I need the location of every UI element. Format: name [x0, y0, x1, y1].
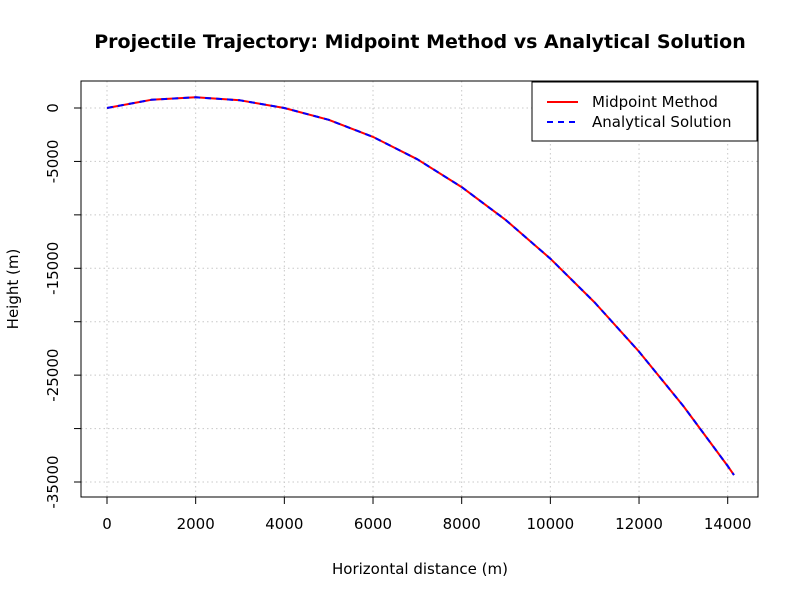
chart-title: Projectile Trajectory: Midpoint Method v…: [94, 31, 746, 53]
y-tick-label: -35000: [44, 455, 62, 508]
x-axis: 0 2000 4000 6000 8000 10000 12000 14000: [102, 496, 752, 533]
x-tick-label: 12000: [615, 515, 663, 533]
legend-label-midpoint: Midpoint Method: [592, 93, 718, 111]
series-line-analytical: [106, 96, 735, 476]
y-tick-label: -5000: [44, 140, 62, 184]
legend-box: [531, 81, 758, 142]
y-tick-label: 0: [44, 103, 62, 113]
grid: [81, 81, 758, 497]
y-tick-label: -25000: [44, 349, 62, 402]
legend: Midpoint Method Analytical Solution: [531, 81, 758, 142]
y-axis-label: Height (m): [4, 249, 22, 330]
x-tick-label: 0: [102, 515, 112, 533]
y-axis: -35000 -25000 -15000 -5000 0: [44, 103, 82, 509]
x-tick-label: 2000: [177, 515, 215, 533]
y-tick-label: -15000: [44, 242, 62, 295]
x-tick-label: 14000: [704, 515, 752, 533]
series-line-midpoint: [106, 96, 735, 476]
x-tick-label: 10000: [527, 515, 575, 533]
x-axis-label: Horizontal distance (m): [332, 560, 508, 578]
series-group: [106, 96, 735, 476]
x-tick-label: 4000: [265, 515, 303, 533]
x-tick-label: 6000: [354, 515, 392, 533]
x-tick-label: 8000: [443, 515, 481, 533]
plot-area-frame: [80, 80, 759, 498]
legend-label-analytical: Analytical Solution: [592, 113, 732, 131]
